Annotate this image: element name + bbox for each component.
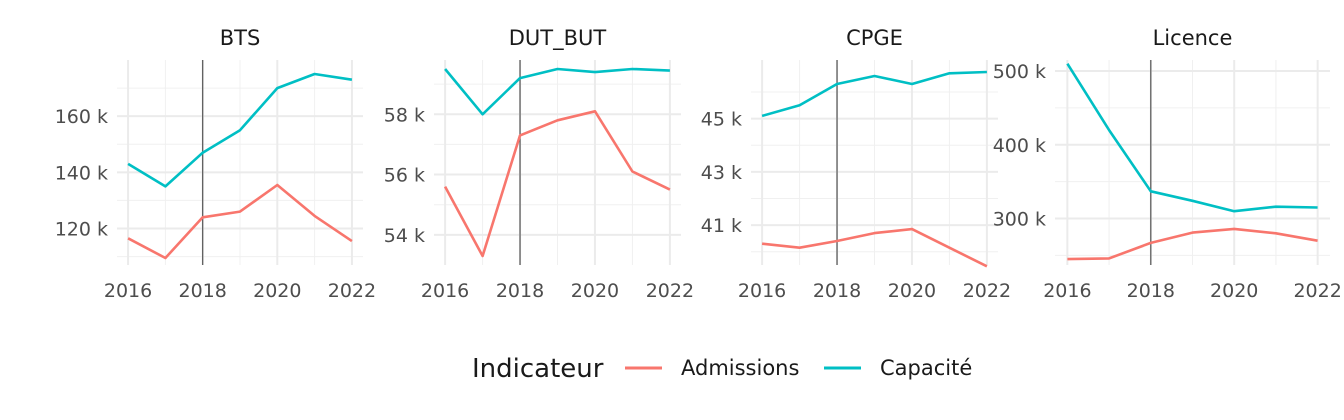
legend-title: Indicateur bbox=[472, 354, 604, 384]
series-line-capacit--licence bbox=[1066, 63, 1318, 213]
x-tick-label: 2022 bbox=[963, 280, 1011, 302]
panel-title-bts: BTS bbox=[220, 26, 261, 50]
x-tick-label: 2022 bbox=[1293, 280, 1341, 302]
x-tick-label: 2018 bbox=[179, 280, 227, 302]
x-tick-label: 2020 bbox=[888, 280, 936, 302]
x-tick-label: 2020 bbox=[571, 280, 619, 302]
y-tick-label: 41 k bbox=[701, 215, 742, 237]
x-tick-label: 2016 bbox=[421, 280, 469, 302]
x-tick-label: 2018 bbox=[496, 280, 544, 302]
series-line-admissions-licence bbox=[1067, 227, 1318, 261]
legend-label-capacite: Capacité bbox=[880, 356, 972, 380]
panel-title-licence: Licence bbox=[1153, 26, 1233, 50]
panel-cpge: CPGE 41 k 43 k 45 k 2016 2018 2020 2022 bbox=[701, 26, 1011, 302]
y-tick-label: 54 k bbox=[384, 225, 425, 247]
x-tick-label: 2022 bbox=[646, 280, 694, 302]
y-tick-label: 140 k bbox=[55, 162, 108, 184]
y-tick-label: 56 k bbox=[384, 165, 425, 187]
x-tick-label: 2020 bbox=[1210, 280, 1258, 302]
x-tick-label: 2018 bbox=[1127, 280, 1175, 302]
y-tick-label: 58 k bbox=[384, 104, 425, 126]
y-tick-label: 120 k bbox=[55, 218, 108, 240]
x-tick-label: 2022 bbox=[328, 280, 376, 302]
legend-label-admissions: Admissions bbox=[681, 356, 799, 380]
series-line-capacit--cpge bbox=[761, 70, 987, 118]
series-line-admissions-bts bbox=[127, 183, 353, 260]
series-line-admissions-cpge bbox=[761, 227, 988, 268]
x-tick-label: 2016 bbox=[104, 280, 152, 302]
legend: Indicateur Admissions Capacité bbox=[472, 354, 972, 384]
panel-bts: BTS 120 k 140 k 160 k 2016 2018 2020 2022 bbox=[55, 26, 376, 302]
panel-dut-but: DUT_BUT 54 k 56 k 58 k 2016 2018 2020 2022 bbox=[384, 26, 694, 302]
x-tick-label: 2016 bbox=[1043, 280, 1091, 302]
series-line-capacit--dut-but bbox=[444, 67, 670, 116]
y-tick-label: 43 k bbox=[701, 162, 742, 184]
y-tick-label: 500 k bbox=[993, 61, 1046, 83]
y-tick-label: 400 k bbox=[993, 135, 1046, 157]
x-tick-label: 2018 bbox=[813, 280, 861, 302]
y-tick-label: 45 k bbox=[701, 109, 742, 131]
x-tick-label: 2016 bbox=[738, 280, 786, 302]
panel-title-cpge: CPGE bbox=[846, 26, 903, 50]
panel-licence: Licence 300 k 400 k 500 k 2016 2018 2020 2022 bbox=[993, 26, 1342, 302]
y-tick-label: 300 k bbox=[993, 209, 1046, 231]
x-tick-label: 2020 bbox=[253, 280, 301, 302]
y-tick-label: 160 k bbox=[55, 106, 108, 128]
series-line-admissions-dut-but bbox=[443, 110, 671, 258]
series-line-capacit--bts bbox=[127, 72, 353, 188]
panel-title-dut-but: DUT_BUT bbox=[509, 26, 607, 51]
